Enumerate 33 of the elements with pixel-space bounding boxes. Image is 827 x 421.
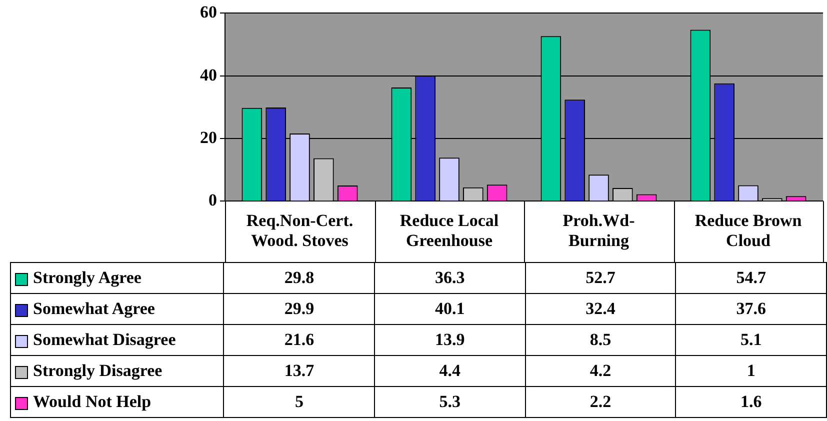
data-label: 2.2 — [525, 386, 676, 418]
data-label: 13.7 — [224, 356, 375, 386]
y-tick-label: 20 — [200, 128, 217, 147]
y-tick-label: 60 — [200, 2, 217, 22]
data-label: 36.3 — [374, 262, 526, 294]
data-label: 37.6 — [676, 294, 826, 324]
x-tick-label: Reduce Local Greenhouse — [400, 210, 499, 250]
data-label: 5.3 — [374, 386, 526, 418]
data-label: 1.6 — [676, 386, 826, 418]
data-label: 5.1 — [676, 324, 826, 356]
x-tick-label: Proh.Wd- Burning — [562, 210, 636, 250]
data-label: 4.4 — [374, 356, 526, 386]
data-label: 29.8 — [224, 262, 375, 294]
x-tick-label: Reduce Brown Cloud — [694, 210, 802, 250]
y-tick-label: 40 — [200, 65, 217, 84]
data-label: 32.4 — [525, 294, 676, 324]
data-label: 54.7 — [676, 262, 826, 294]
legend-label: Strongly Disagree — [10, 356, 224, 386]
legend-label: Somewhat Disagree — [10, 324, 224, 356]
data-label: 5 — [224, 386, 375, 418]
data-label: 4.2 — [525, 356, 676, 386]
legend-label: Would Not Help — [10, 386, 224, 418]
data-label: 52.7 — [525, 262, 676, 294]
data-label: 29.9 — [224, 294, 375, 324]
data-label: 8.5 — [525, 324, 676, 356]
data-label: 21.6 — [224, 324, 375, 356]
data-label: 40.1 — [374, 294, 526, 324]
legend-label: Somewhat Agree — [10, 294, 224, 324]
legend-label: Strongly Agree — [10, 262, 224, 294]
y-tick-label: 0 — [208, 190, 217, 210]
x-tick-label: Req.Non-Cert. Wood. Stoves — [246, 210, 354, 250]
data-label: 13.9 — [374, 324, 526, 356]
data-label: 1 — [676, 356, 826, 386]
